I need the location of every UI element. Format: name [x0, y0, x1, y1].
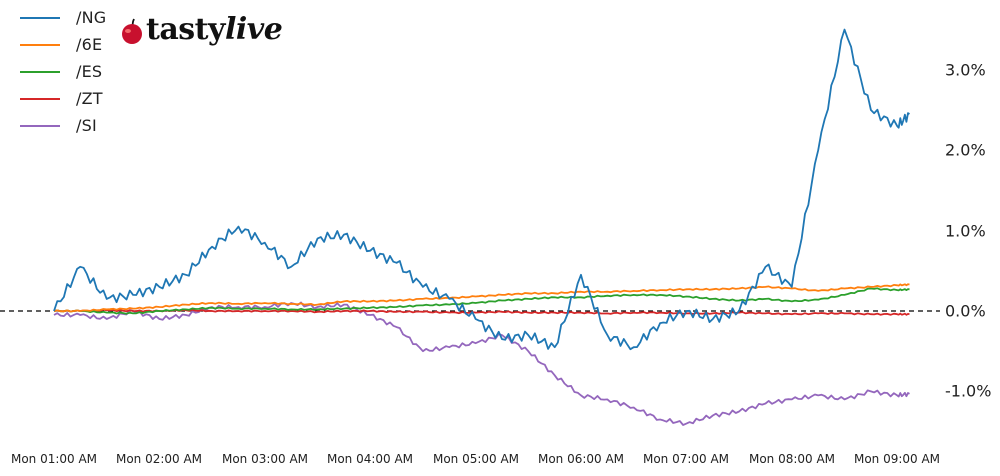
- legend-swatch: [20, 124, 60, 127]
- legend-label: /ES: [76, 62, 103, 81]
- legend-item-zt: /ZT: [20, 85, 106, 112]
- legend-item-si: /SI: [20, 112, 106, 139]
- legend-label: /NG: [76, 8, 107, 27]
- legend-item-6e: /6E: [20, 31, 106, 58]
- legend-item-es: /ES: [20, 58, 106, 85]
- x-tick-0200: Mon 02:00 AM: [115, 452, 203, 466]
- x-tick-0400: Mon 04:00 AM: [326, 452, 414, 466]
- logo-text-tasty: tasty: [146, 12, 225, 47]
- series-line-si: [53, 301, 910, 426]
- legend-label: /6E: [76, 35, 103, 54]
- legend-swatch: [20, 97, 60, 100]
- x-tick-0900: Mon 09:00 AM: [853, 452, 941, 466]
- legend-item-ng: /NG: [20, 4, 106, 31]
- y-tick-neg1: -1.0%: [945, 381, 992, 401]
- y-tick-0: 0.0%: [945, 301, 986, 321]
- legend-swatch: [20, 70, 60, 73]
- legend-label: /ZT: [76, 89, 103, 108]
- logo-text-live: live: [224, 12, 283, 47]
- series-line-ng: [53, 28, 910, 351]
- x-tick-0600: Mon 06:00 AM: [537, 452, 625, 466]
- series-layer: [53, 28, 910, 426]
- y-tick-3: 3.0%: [945, 60, 986, 80]
- x-tick-0100: Mon 01:00 AM: [10, 452, 98, 466]
- x-tick-0300: Mon 03:00 AM: [221, 452, 309, 466]
- legend-swatch: [20, 43, 60, 46]
- cherry-icon: [122, 18, 142, 44]
- x-tick-0500: Mon 05:00 AM: [432, 452, 520, 466]
- legend-label: /SI: [76, 116, 97, 135]
- series-line-zt: [53, 308, 910, 316]
- x-tick-0800: Mon 08:00 AM: [748, 452, 836, 466]
- series-line-6e: [53, 283, 910, 313]
- legend-swatch: [20, 16, 60, 19]
- y-tick-1: 1.0%: [945, 221, 986, 241]
- logo-wordmark: tastylive: [146, 12, 283, 47]
- tastylive-logo: tastylive: [120, 12, 283, 47]
- x-tick-0700: Mon 07:00 AM: [642, 452, 730, 466]
- y-tick-2: 2.0%: [945, 140, 986, 160]
- chart-legend: /NG /6E /ES /ZT /SI: [20, 4, 106, 139]
- series-line-es: [53, 287, 910, 315]
